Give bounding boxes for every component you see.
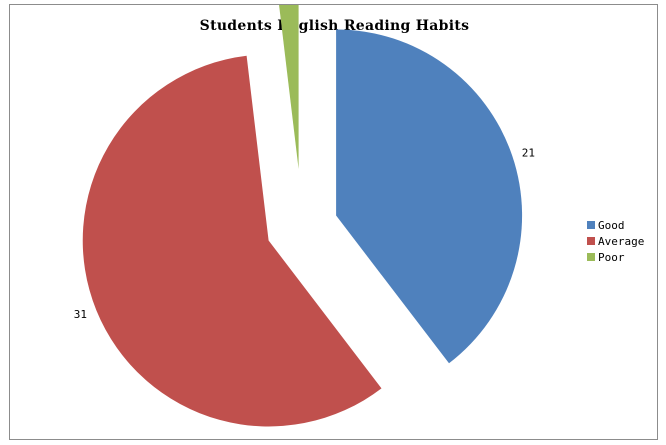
legend-label: Good: [598, 218, 625, 232]
chart-area: Students English Reading Habits 21311 Go…: [9, 4, 658, 440]
legend-item-poor: Poor: [587, 249, 644, 265]
chart-title: Students English Reading Habits: [199, 18, 470, 34]
pie-slice-good: [336, 29, 523, 364]
pie-slice-average: [82, 55, 382, 427]
data-label-average: 31: [74, 308, 87, 321]
legend-item-good: Good: [587, 217, 644, 233]
legend-item-average: Average: [587, 233, 644, 249]
legend-swatch: [587, 253, 595, 261]
legend: Good Average Poor: [587, 217, 644, 265]
data-label-good: 21: [522, 147, 535, 160]
legend-label: Average: [598, 234, 645, 248]
pie-slice-poor: [279, 5, 299, 170]
legend-swatch: [587, 237, 595, 245]
legend-swatch: [587, 221, 595, 229]
pie-plot: 21311: [74, 5, 535, 427]
legend-label: Poor: [598, 250, 625, 264]
